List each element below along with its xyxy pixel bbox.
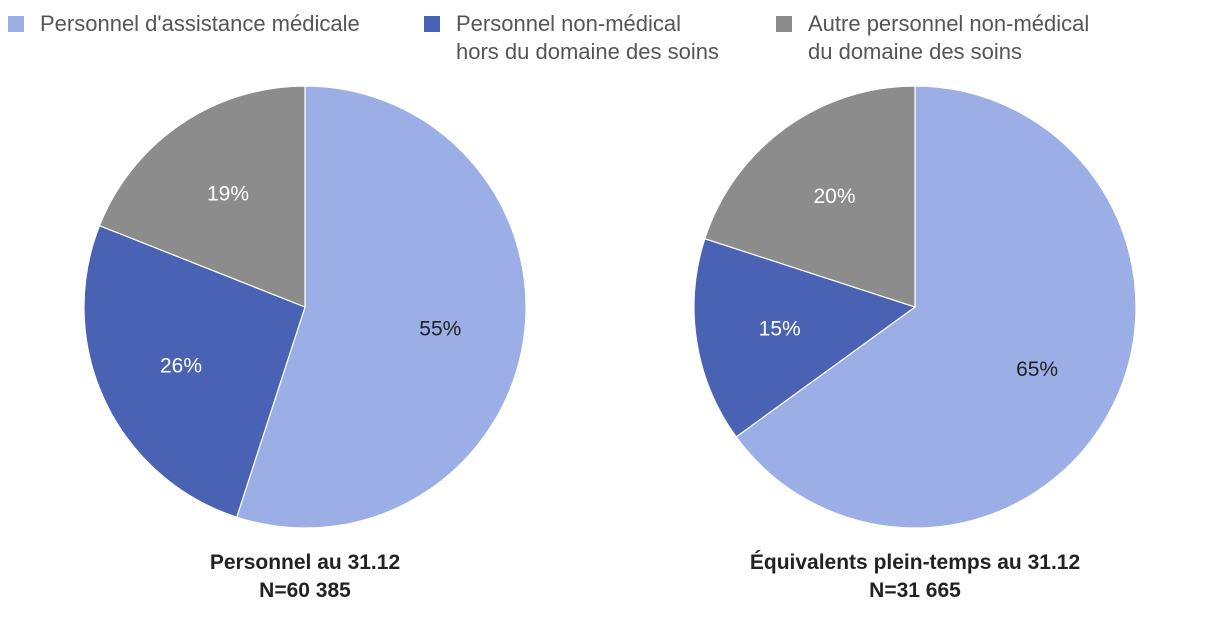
chart-title: Équivalents plein-temps au 31.12 (750, 551, 1080, 574)
slice-percent-label: 26% (160, 354, 202, 377)
legend: Personnel d'assistance médicale Personne… (8, 10, 1218, 70)
pie-slice-2 (83, 224, 306, 518)
legend-label: Autre personnel non-médical du domaine d… (808, 11, 1090, 64)
legend-swatch (8, 16, 24, 32)
legend-swatch (776, 16, 792, 32)
pie-slice-2 (693, 237, 917, 438)
pie-slice-1 (735, 85, 1137, 529)
slice-percent-label: 20% (813, 185, 855, 208)
slice-percent-label: 15% (759, 317, 801, 340)
chart-title: Personnel au 31.12 (210, 551, 400, 574)
legend-item-autre-non-medical: Autre personnel non-médical du domaine d… (776, 10, 1089, 66)
slice-percent-label: 55% (419, 317, 461, 340)
chart-subtitle: N=31 665 (869, 579, 961, 602)
slice-percent-label: 65% (1016, 358, 1058, 381)
legend-swatch (424, 16, 440, 32)
pie-chart-1: 55% 26% 19% Personnel au 31.12 N=60 385 (83, 85, 527, 602)
legend-item-non-medical-hors-soins: Personnel non-médical hors du domaine de… (424, 10, 719, 66)
pie-slice-3 (98, 85, 306, 308)
pie-slice-1 (235, 85, 527, 529)
pie-slice-3 (704, 85, 916, 308)
legend-label: Personnel d'assistance médicale (40, 11, 360, 36)
legend-label: Personnel non-médical hors du domaine de… (456, 11, 719, 64)
chart-subtitle: N=60 385 (259, 579, 351, 602)
pie-chart-2: 65% 15% 20% Équivalents plein-temps au 31.1… (693, 85, 1137, 602)
legend-item-assistance-medicale: Personnel d'assistance médicale (8, 10, 360, 38)
slice-percent-label: 19% (207, 183, 249, 206)
